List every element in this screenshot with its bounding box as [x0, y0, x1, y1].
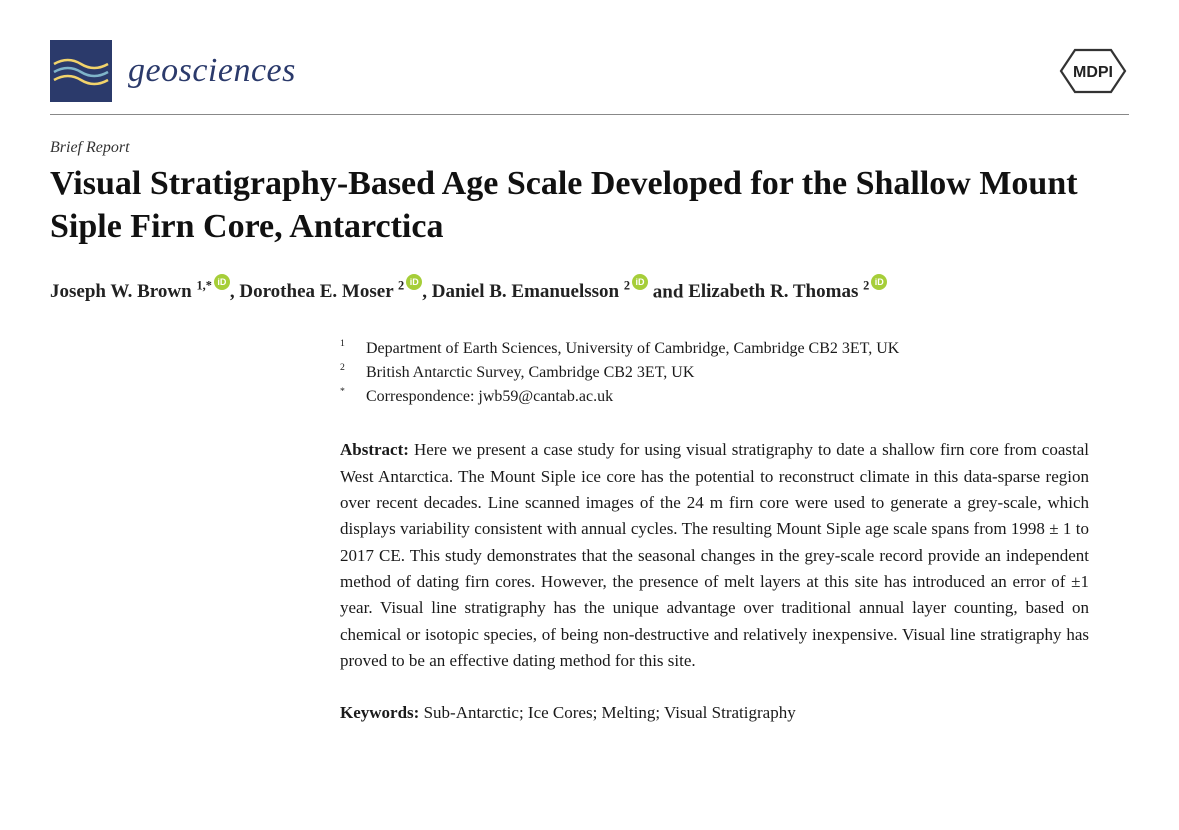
affiliation-key: 1 [340, 337, 352, 361]
article-meta: 1 Department of Earth Sciences, Universit… [340, 337, 1089, 726]
orcid-icon[interactable] [871, 274, 887, 290]
orcid-icon[interactable] [214, 274, 230, 290]
author-list: Joseph W. Brown 1,*, Dorothea E. Moser 2… [50, 274, 1129, 303]
keywords: Keywords: Sub-Antarctic; Ice Cores; Melt… [340, 700, 1089, 726]
svg-text:MDPI: MDPI [1073, 64, 1113, 81]
author: Joseph W. Brown 1,* [50, 281, 230, 302]
abstract-text: Here we present a case study for using v… [340, 440, 1089, 670]
keywords-text: Sub-Antarctic; Ice Cores; Melting; Visua… [424, 703, 796, 722]
journal-name: geosciences [128, 52, 296, 90]
article-title: Visual Stratigraphy-Based Age Scale Deve… [50, 163, 1129, 248]
affiliation-text: Correspondence: jwb59@cantab.ac.uk [366, 385, 613, 409]
author: Daniel B. Emanuelsson 2 [432, 281, 648, 302]
article-type: Brief Report [50, 139, 1129, 157]
affiliation-text: Department of Earth Sciences, University… [366, 337, 899, 361]
publisher-logo-icon: MDPI [1057, 46, 1129, 96]
journal-logo-icon [50, 40, 112, 102]
affiliation-row: * Correspondence: jwb59@cantab.ac.uk [340, 385, 1089, 409]
affiliation-text: British Antarctic Survey, Cambridge CB2 … [366, 361, 694, 385]
orcid-icon[interactable] [406, 274, 422, 290]
journal-brand: geosciences [50, 40, 296, 102]
author: Elizabeth R. Thomas 2 [688, 281, 887, 302]
keywords-label: Keywords: [340, 703, 419, 722]
affiliation-key: 2 [340, 361, 352, 385]
abstract-label: Abstract: [340, 440, 409, 459]
affiliations: 1 Department of Earth Sciences, Universit… [340, 337, 1089, 409]
journal-header: geosciences MDPI [50, 40, 1129, 115]
affiliation-row: 2 British Antarctic Survey, Cambridge CB2… [340, 361, 1089, 385]
abstract: Abstract: Here we present a case study f… [340, 437, 1089, 674]
author: Dorothea E. Moser 2 [239, 281, 422, 302]
orcid-icon[interactable] [632, 274, 648, 290]
affiliation-row: 1 Department of Earth Sciences, Universit… [340, 337, 1089, 361]
affiliation-key: * [340, 385, 352, 409]
